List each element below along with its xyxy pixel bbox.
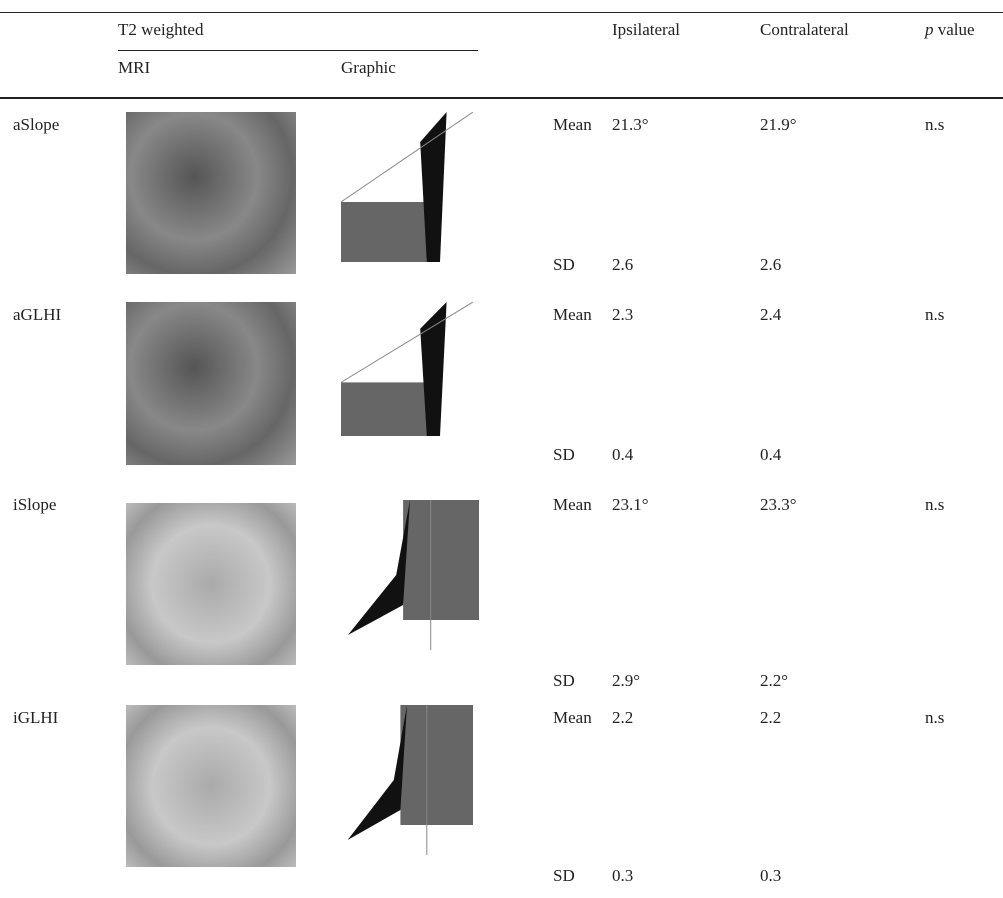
p-symbol: p: [925, 20, 934, 39]
contralateral-mean: 2.2: [760, 708, 781, 728]
header-rule: [0, 97, 1003, 99]
contralateral-mean: 2.4: [760, 305, 781, 325]
ipsilateral-sd: 2.9°: [612, 671, 640, 691]
contralateral-mean: 23.3°: [760, 495, 797, 515]
contralateral-sd: 0.4: [760, 445, 781, 465]
row-label: iSlope: [13, 495, 56, 515]
stat-label: SD: [553, 255, 575, 275]
contralateral-mean: 21.9°: [760, 115, 797, 135]
contralateral-sd: 0.3: [760, 866, 781, 886]
ipsilateral-sd: 2.6: [612, 255, 633, 275]
graphic-drawing: [341, 112, 473, 262]
group-rule: [118, 50, 478, 51]
graphic-image: [341, 500, 479, 650]
p-value: n.s: [925, 305, 944, 325]
p-value: n.s: [925, 708, 944, 728]
p-value-word: value: [938, 20, 975, 39]
stat-label: SD: [553, 445, 575, 465]
table-page: T2 weighted MRI Graphic Ipsilateral Cont…: [0, 0, 1003, 898]
header-ipsilateral: Ipsilateral: [612, 20, 680, 40]
graphic-image: [341, 112, 473, 262]
graphic-drawing: [341, 705, 473, 855]
contralateral-sd: 2.6: [760, 255, 781, 275]
header-contralateral: Contralateral: [760, 20, 849, 40]
stat-label: SD: [553, 866, 575, 886]
row-label: iGLHI: [13, 708, 58, 728]
graphic-drawing: [341, 302, 473, 436]
ipsilateral-mean: 2.3: [612, 305, 633, 325]
header-mri: MRI: [118, 58, 150, 78]
mri-image: [126, 503, 296, 665]
ipsilateral-mean: 23.1°: [612, 495, 649, 515]
row-label: aGLHI: [13, 305, 61, 325]
stat-label: Mean: [553, 115, 592, 135]
stat-label: SD: [553, 671, 575, 691]
stat-label: Mean: [553, 305, 592, 325]
ipsilateral-mean: 2.2: [612, 708, 633, 728]
header-graphic: Graphic: [341, 58, 396, 78]
header-p-value: p value: [925, 20, 975, 40]
contralateral-sd: 2.2°: [760, 671, 788, 691]
stat-label: Mean: [553, 708, 592, 728]
mri-image: [126, 705, 296, 867]
p-value: n.s: [925, 495, 944, 515]
ipsilateral-mean: 21.3°: [612, 115, 649, 135]
graphic-image: [341, 705, 473, 855]
ipsilateral-sd: 0.3: [612, 866, 633, 886]
graphic-image: [341, 302, 473, 436]
top-rule: [0, 12, 1003, 13]
mri-image: [126, 302, 296, 465]
ipsilateral-sd: 0.4: [612, 445, 633, 465]
header-group: T2 weighted: [118, 20, 203, 40]
p-value: n.s: [925, 115, 944, 135]
mri-image: [126, 112, 296, 274]
row-label: aSlope: [13, 115, 59, 135]
stat-label: Mean: [553, 495, 592, 515]
graphic-drawing: [341, 500, 479, 650]
